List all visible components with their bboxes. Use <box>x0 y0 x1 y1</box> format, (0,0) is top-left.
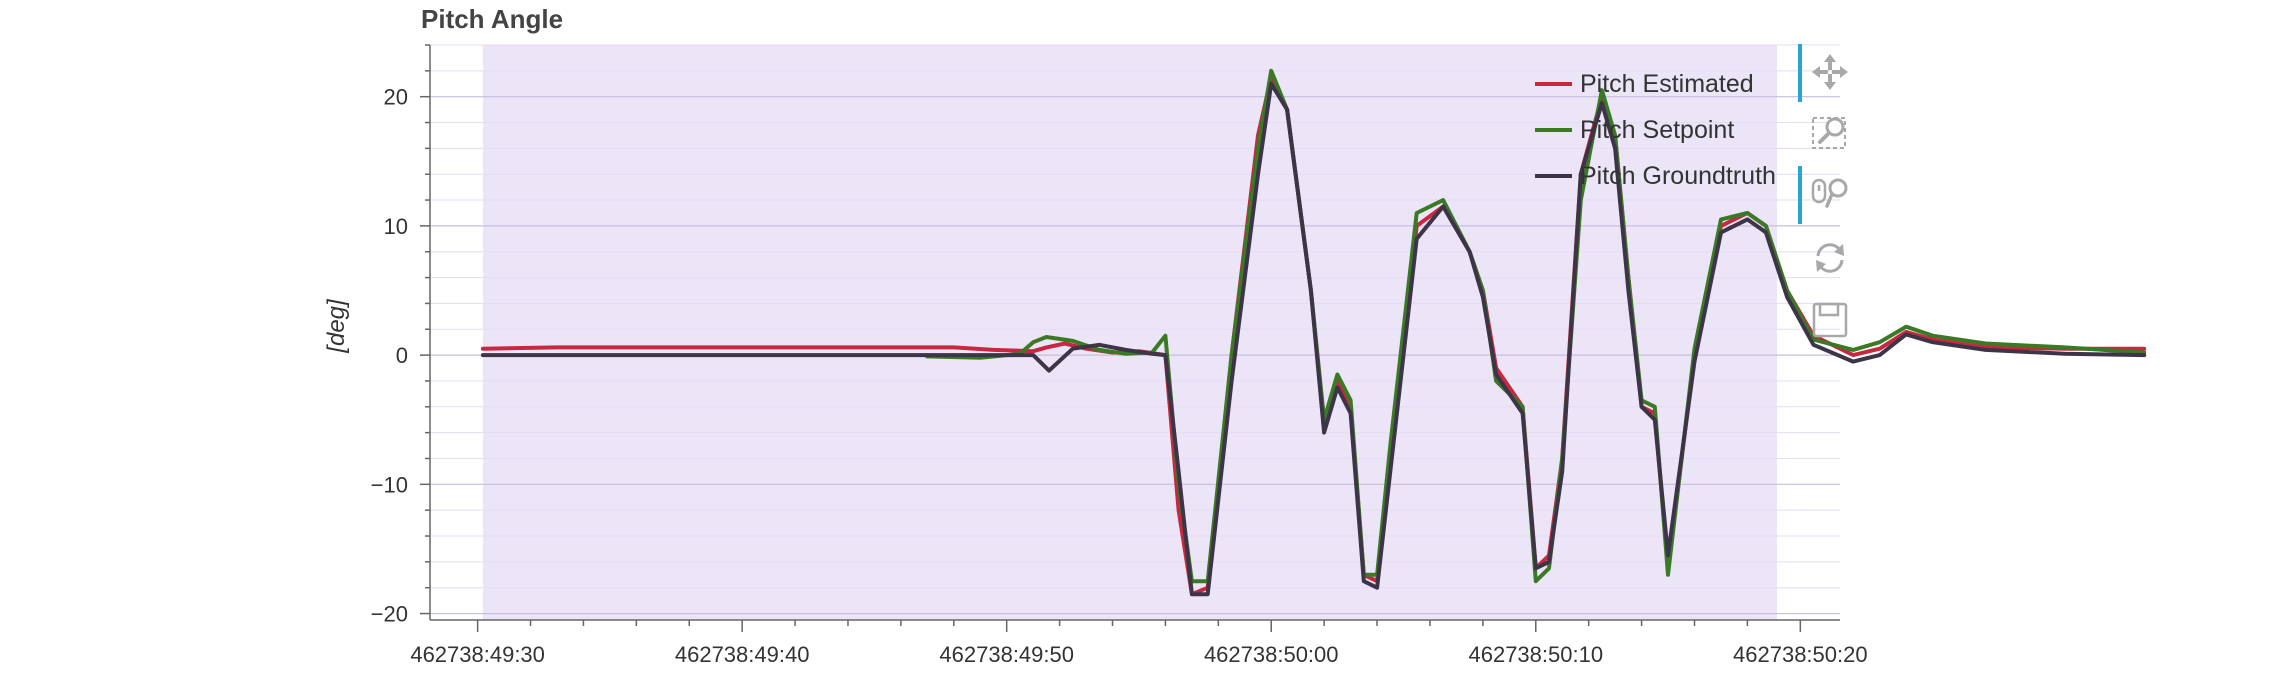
y-tick-label: 0 <box>396 343 408 368</box>
series-lines <box>480 68 2147 597</box>
pan-tool[interactable] <box>1810 52 1850 92</box>
wheel-zoom-icon <box>1811 178 1848 208</box>
legend-label: Pitch Setpoint <box>1580 116 1734 144</box>
pan-tool-active-indicator <box>1798 44 1802 102</box>
x-tick-label: 462738:50:10 <box>1468 642 1603 667</box>
series-line-3 <box>480 81 2147 597</box>
legend-label: Pitch Groundtruth <box>1580 162 1776 190</box>
save-icon <box>1812 302 1848 338</box>
x-tick-label: 462738:49:40 <box>675 642 810 667</box>
wheel-zoom-tool-active-indicator <box>1798 166 1802 224</box>
reset-tool[interactable] <box>1810 238 1850 278</box>
axes: −20 −10 0 10 20 462738:49:30 462738:49:40 46273… <box>371 44 1868 667</box>
x-tick-label: 462738:49:30 <box>410 642 545 667</box>
legend: Pitch Estimated Pitch Setpoint Pitch Groun… <box>1535 70 1776 190</box>
box-zoom-tool[interactable] <box>1810 112 1850 152</box>
y-tick-label: −20 <box>371 602 408 627</box>
plot-area <box>482 45 1777 620</box>
x-tick-label: 462738:50:20 <box>1733 642 1868 667</box>
move-arrows-icon <box>1812 54 1848 90</box>
x-tick-label: 462738:49:50 <box>939 642 1074 667</box>
x-tick-label: 462738:50:00 <box>1204 642 1339 667</box>
y-tick-label: 10 <box>384 214 408 239</box>
y-tick-label: −10 <box>371 472 408 497</box>
save-tool[interactable] <box>1810 300 1850 340</box>
shaded-region <box>482 45 1777 620</box>
reset-icon <box>1816 243 1844 273</box>
legend-label: Pitch Estimated <box>1580 70 1754 98</box>
chart-title: Pitch Angle <box>421 4 564 34</box>
wheel-zoom-tool[interactable] <box>1810 174 1850 214</box>
y-axis-label: [deg] <box>323 298 350 354</box>
box-zoom-icon <box>1812 117 1846 149</box>
y-tick-label: 20 <box>384 85 408 110</box>
